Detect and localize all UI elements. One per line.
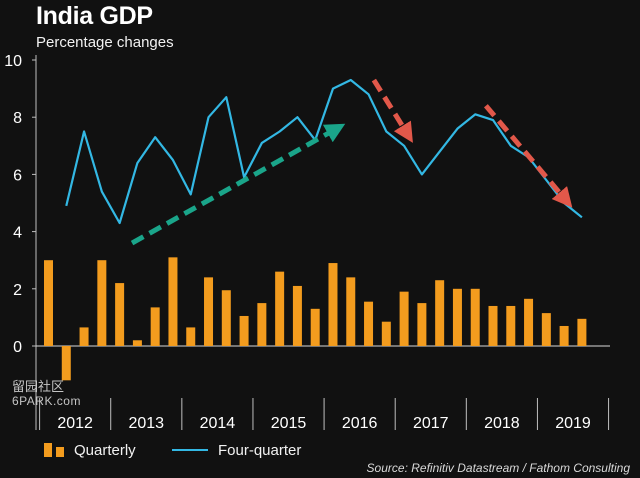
quarterly-bar [524,298,534,346]
quarterly-bar [257,303,267,346]
quarterly-bar [44,260,53,346]
quarterly-bar [452,288,462,346]
quarterly-swatch-icon [44,443,52,457]
x-tick-label: 2015 [271,415,307,432]
quarterly-bar [435,280,445,346]
quarterly-bar [186,327,196,346]
x-tick-label: 2017 [413,415,449,432]
quarterly-bar [168,257,178,346]
quarterly-bar [364,301,374,346]
quarterly-bar [346,277,356,346]
quarterly-bar [204,277,214,346]
quarterly-bar [488,305,498,346]
quarterly-bar [328,263,338,346]
x-tick-label: 2018 [484,415,520,432]
page-subtitle: Percentage changes [36,34,174,51]
x-tick-label: 2014 [200,415,236,432]
quarterly-bar [310,308,320,346]
legend-label-four-quarter: Four-quarter [218,441,302,459]
x-tick-label: 2019 [555,415,591,432]
source-note: Source: Refinitiv Datastream / Fathom Co… [366,461,630,475]
quarterly-bar [115,283,125,346]
quarterly-bar [541,313,551,346]
quarterly-bar [221,290,231,346]
y-tick-label: 6 [13,167,22,184]
quarterly-swatch-small-icon [56,447,64,457]
quarterly-bar [417,303,427,346]
quarterly-bar [275,271,285,346]
y-tick-labels: 0 2 4 6 8 10 [4,53,22,356]
quarterly-bar [97,260,107,346]
quarterly-bar [239,315,249,346]
x-tick-label: 2013 [128,415,164,432]
watermark-text: 留园社区 [12,379,65,394]
y-tick-label: 10 [4,53,22,70]
quarterly-bar [79,327,89,346]
four-quarter-line [65,78,583,225]
trend-arrows [130,78,573,246]
watermark: 留园社区 6PARK.com [12,379,81,409]
quarterly-bar [577,318,587,346]
axes [32,55,610,430]
x-tick-label: 2012 [57,415,93,432]
quarterly-bars [44,257,587,381]
trend-arrow-down [483,104,573,208]
x-tick-label: 2016 [342,415,378,432]
quarterly-bar [150,307,160,346]
quarterly-bar [399,291,409,346]
x-tick-labels: 2012 2013 2014 2015 2016 2017 2018 2019 [57,415,591,432]
four-quarter-swatch-icon [172,449,208,451]
four-quarter-series-line [65,78,583,225]
y-tick-label: 2 [13,282,22,299]
quarterly-bar [381,321,391,346]
watermark-site: 6PARK.com [12,394,81,408]
page-title: India GDP [36,2,153,30]
quarterly-bar [61,346,71,381]
quarterly-bar [292,285,302,346]
quarterly-bar [506,305,516,346]
quarterly-bar [470,288,480,346]
legend-item-quarterly: Quarterly [44,440,136,460]
y-tick-label: 0 [13,339,22,356]
quarterly-bar [559,325,569,346]
legend-item-four-quarter: Four-quarter [172,440,301,460]
y-tick-label: 8 [13,110,22,127]
legend-label-quarterly: Quarterly [74,441,136,459]
y-tick-label: 4 [13,225,22,242]
trend-arrow-down [371,78,413,143]
quarterly-bar [132,340,142,346]
